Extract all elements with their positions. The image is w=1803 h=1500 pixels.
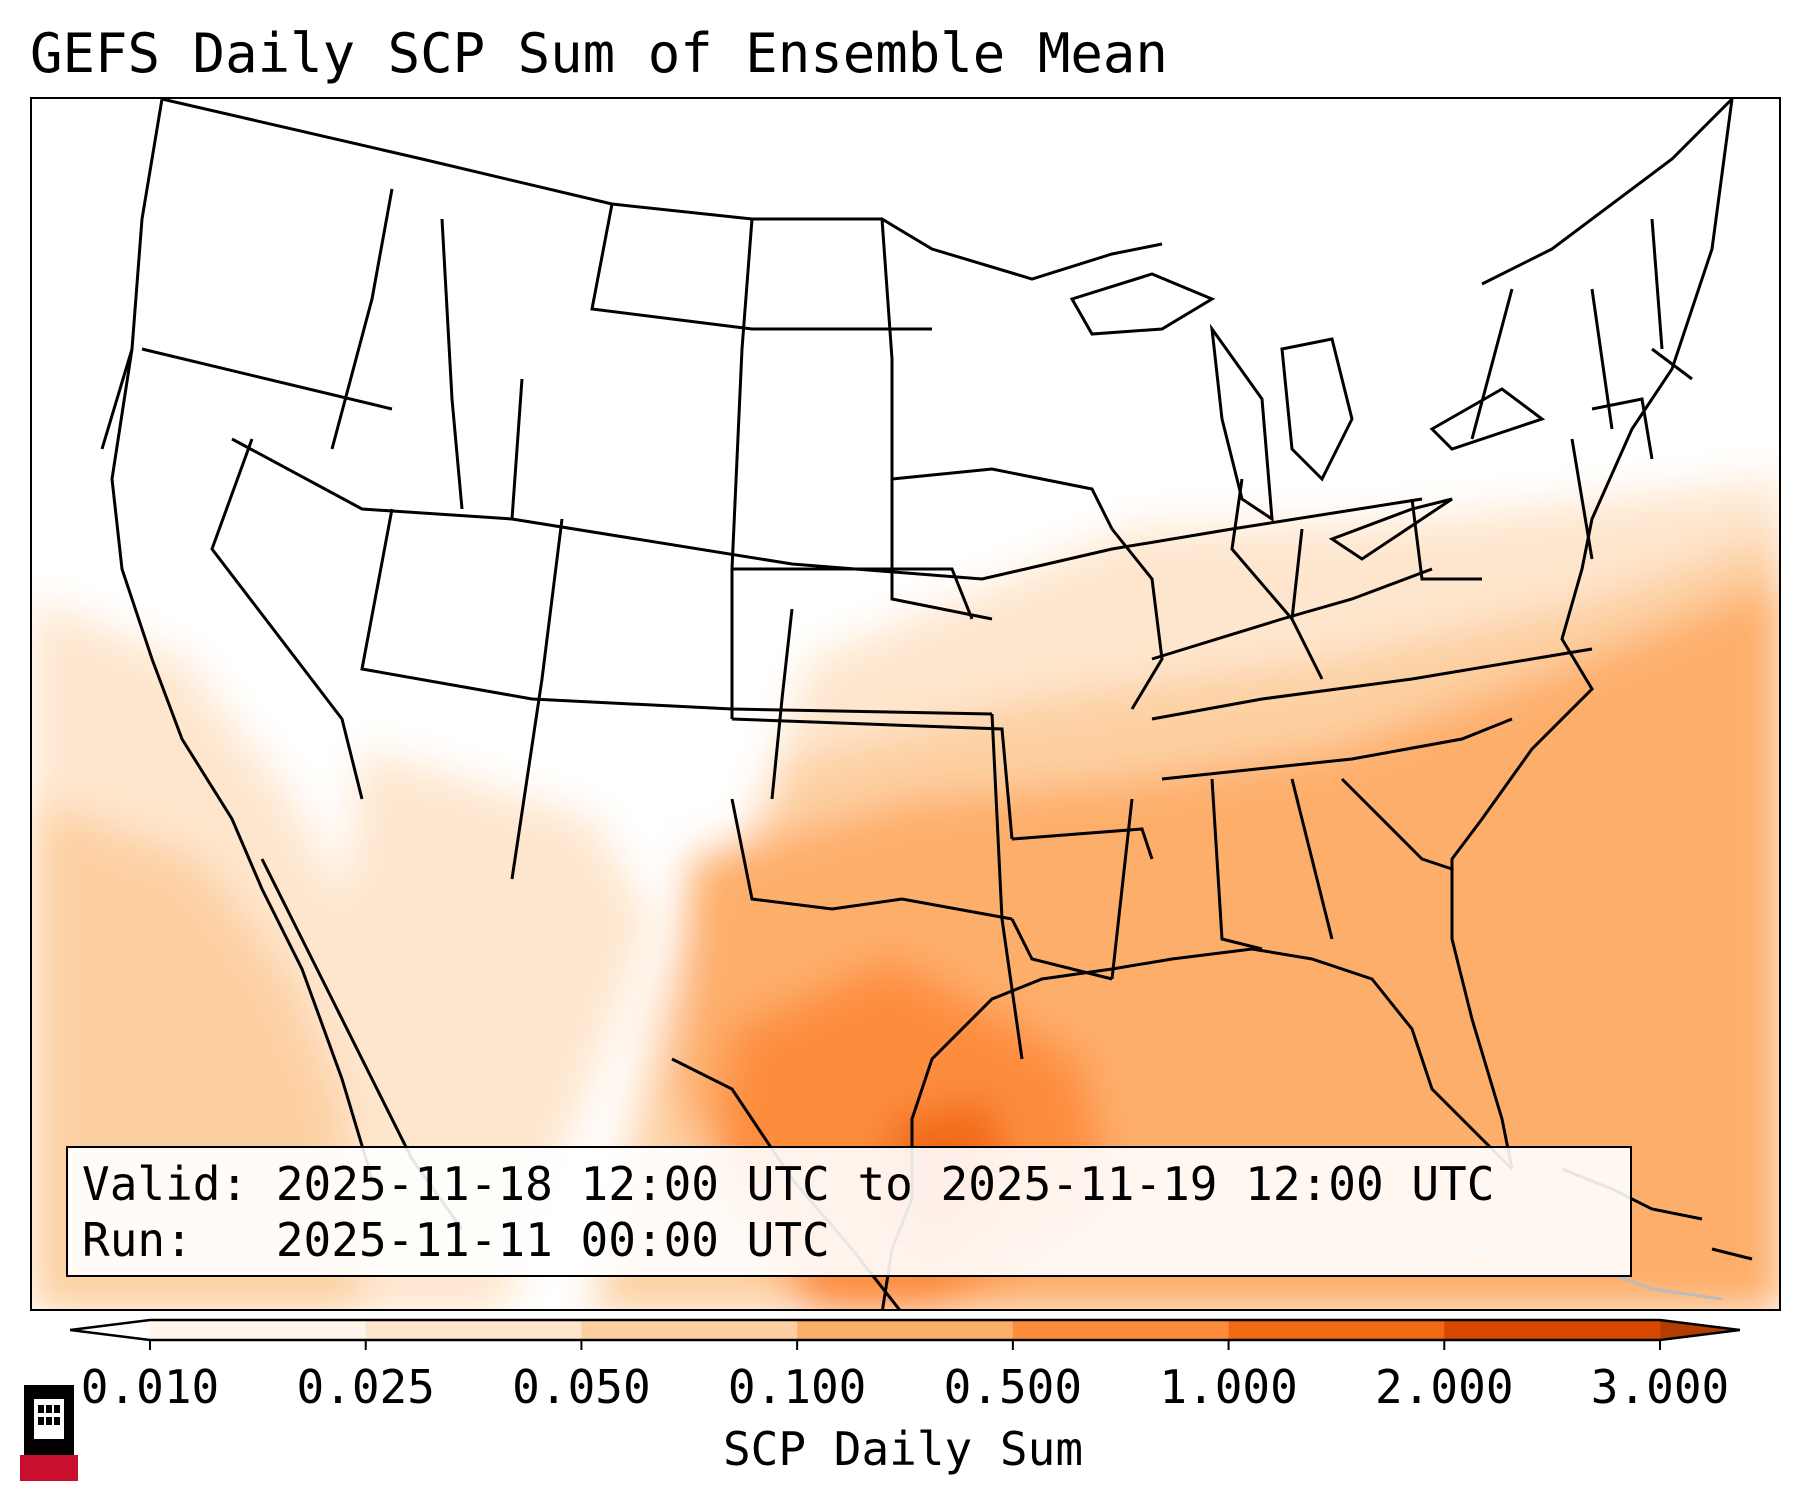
run-line: Run: 2025-11-11 00:00 UTC [82, 1213, 830, 1267]
colorbar-segment [581, 1320, 798, 1340]
colorbar-tick-label: 0.010 [80, 1360, 220, 1414]
colorbar-segment [1012, 1320, 1230, 1340]
colorbar-segment [365, 1320, 582, 1340]
colorbar [70, 1318, 1740, 1350]
colorbar-segment [797, 1320, 1014, 1340]
colorbar-ticks [149, 1340, 1661, 1350]
colorbar-segment [150, 1320, 367, 1340]
valid-run-box: Valid: 2025-11-18 12:00 UTC to 2025-11-1… [66, 1146, 1632, 1277]
valid-line: Valid: 2025-11-18 12:00 UTC to 2025-11-1… [82, 1157, 1495, 1211]
niu-logo [20, 1385, 78, 1481]
scp-map [32, 99, 1779, 1309]
colorbar-tick-label: 0.025 [296, 1360, 435, 1414]
colorbar-segment [1444, 1320, 1661, 1340]
colorbar-segment [1228, 1320, 1445, 1340]
map-panel [30, 97, 1781, 1311]
shading-atlantic [1462, 580, 1779, 1279]
chart-title: GEFS Daily SCP Sum of Ensemble Mean [30, 22, 1168, 85]
boundaries [100, 99, 1753, 1309]
colorbar-tick-label: 2.000 [1375, 1360, 1514, 1414]
colorbar-tick-label: 0.100 [727, 1360, 867, 1414]
logo-banner [20, 1455, 78, 1481]
colorbar-segments [70, 1320, 1740, 1340]
colorbar-tick-label: 0.500 [943, 1360, 1083, 1414]
colorbar-tick-label: 0.050 [512, 1360, 651, 1414]
colorbar-extend-low [70, 1320, 150, 1340]
colorbar-label: SCP Daily Sum [722, 1422, 1084, 1476]
colorbar-extend-high [1660, 1320, 1740, 1340]
colorbar-tick-label: 1.000 [1159, 1360, 1298, 1414]
colorbar-tick-label: 3.000 [1590, 1360, 1730, 1414]
